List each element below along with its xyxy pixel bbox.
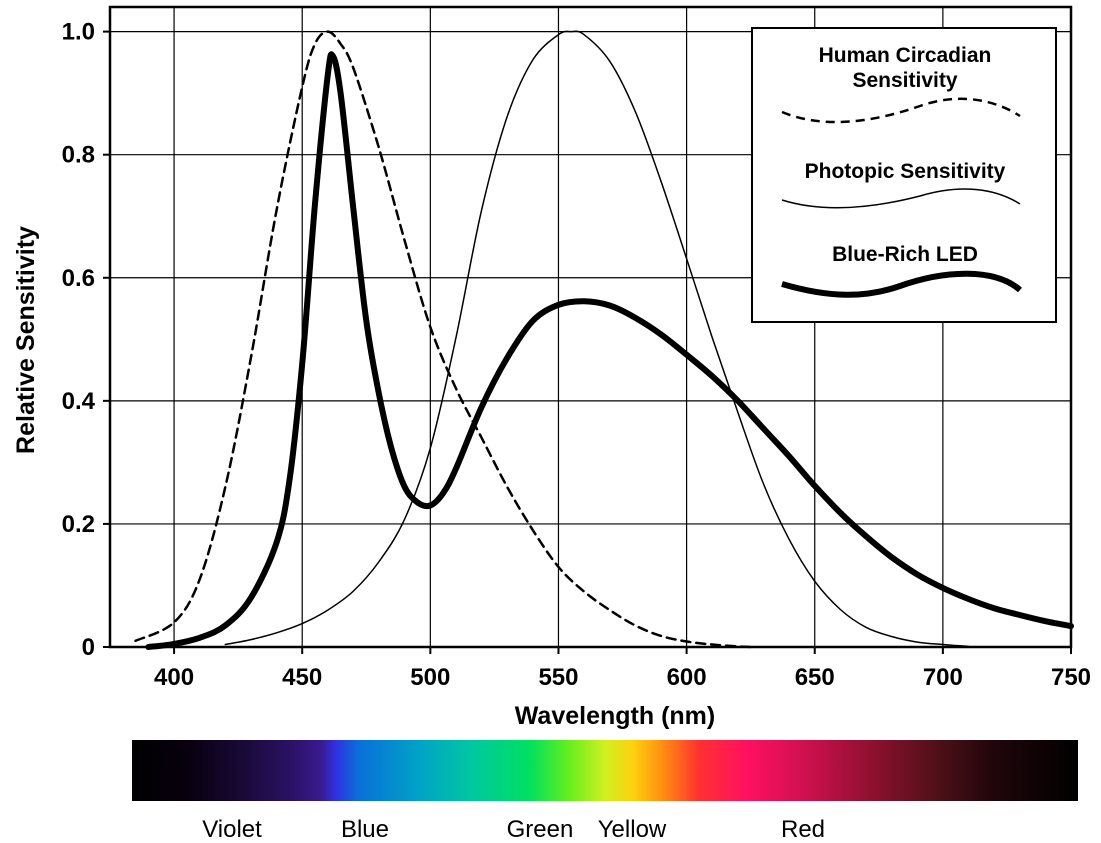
spectrum-label-green: Green xyxy=(507,816,574,843)
y-tick-label: 0.6 xyxy=(62,265,95,292)
x-tick-label: 500 xyxy=(410,664,450,691)
legend-label-led: Blue-Rich LED xyxy=(832,243,978,266)
spectrum-label-violet: Violet xyxy=(202,816,262,843)
x-tick-label: 650 xyxy=(795,664,835,691)
spectrum-label-yellow: Yellow xyxy=(598,816,667,843)
y-tick-label: 0.2 xyxy=(62,511,95,538)
y-tick-label: 1.0 xyxy=(62,19,95,46)
axis-ticks: 400 450 500 550 600 650 700 750 0 0.2 0.4 0.6 0.8 1.0 xyxy=(62,19,1091,691)
legend-label-photopic: Photopic Sensitivity xyxy=(805,160,1006,183)
y-tick-label: 0.8 xyxy=(62,142,95,169)
series-lines xyxy=(134,30,1074,650)
y-tick-label: 0.4 xyxy=(62,388,96,415)
legend-label-circadian: Human Circadian Sensitivity xyxy=(819,44,992,92)
y-tick-label: 0 xyxy=(82,634,95,661)
x-tick-label: 550 xyxy=(538,664,578,691)
x-axis-title: Wavelength (nm) xyxy=(515,702,715,730)
x-tick-label: 700 xyxy=(923,664,963,691)
legend: Human Circadian Sensitivity Photopic Sens… xyxy=(751,27,1057,323)
legend-box xyxy=(751,27,1057,323)
x-tick-label: 400 xyxy=(154,664,194,691)
legend-swatch-led xyxy=(781,270,1022,298)
x-tick-label: 600 xyxy=(667,664,707,691)
legend-swatch-circadian xyxy=(781,97,1021,124)
x-tick-label: 750 xyxy=(1051,664,1091,691)
legend-swatch-photopic xyxy=(781,188,1021,209)
spectrum-bar xyxy=(132,740,1078,801)
series-circadian xyxy=(134,30,752,649)
spectrum-label-blue: Blue xyxy=(341,816,389,843)
y-axis-title: Relative Sensitivity xyxy=(12,226,40,454)
series-led xyxy=(145,51,1074,650)
spectrum-label-red: Red xyxy=(781,816,825,843)
x-tick-label: 450 xyxy=(282,664,322,691)
series-photopic xyxy=(224,30,970,648)
plot-frame xyxy=(108,5,1073,649)
